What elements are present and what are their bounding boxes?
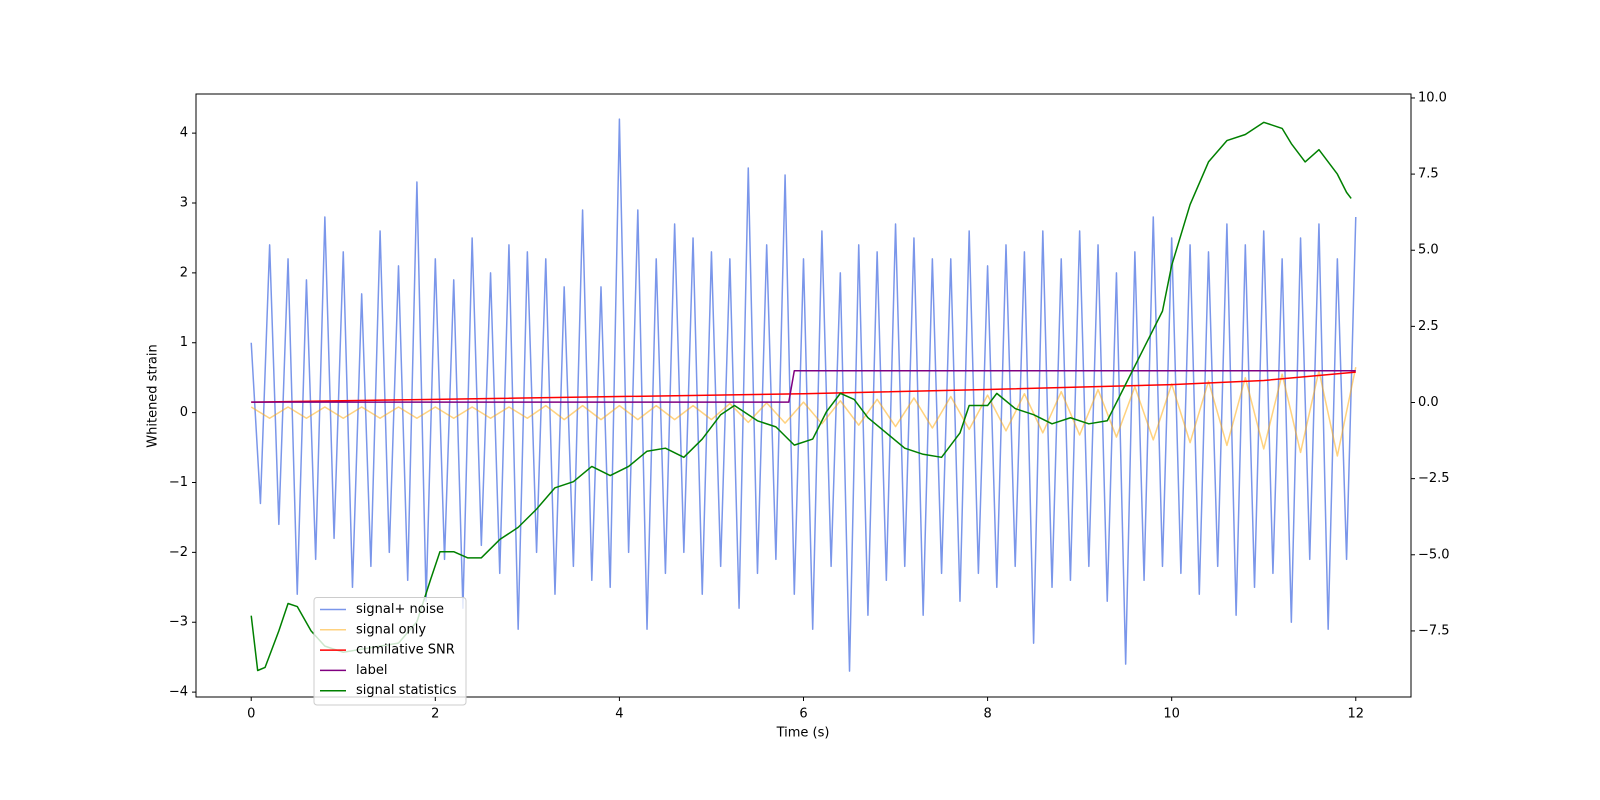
y2-tick-label: 7.5 [1418,167,1439,182]
y-tick-label: 0 [180,405,188,420]
y-tick-label: 2 [180,265,188,280]
y2-tick-label: 2.5 [1418,319,1439,334]
y-tick-label: 3 [180,196,188,211]
series-line [251,371,1356,403]
x-tick-label: 0 [247,707,255,722]
y-tick-label: −4 [169,685,188,700]
x-tick-label: 4 [615,707,623,722]
legend-label: cumilative SNR [356,643,455,658]
y2-tick-label: 0.0 [1418,395,1439,410]
legend-label: signal statistics [356,683,457,698]
series-line [251,369,1356,403]
legend-label: signal+ noise [356,602,444,617]
y-tick-label: 1 [180,335,188,350]
series-line [250,118,1357,672]
y2-tick-label: −5.0 [1418,547,1450,562]
y-tick-label: 4 [180,126,188,141]
plot-area [250,118,1357,672]
y2-tick-label: −7.5 [1418,623,1450,638]
x-tick-label: 10 [1163,707,1180,722]
y-axis-label: Whitened strain [146,344,161,447]
y2-tick-label: −2.5 [1418,471,1450,486]
legend-box [313,597,467,706]
y-tick-label: −3 [169,615,188,630]
x-tick-label: 8 [983,707,991,722]
y2-tick-label: 10.0 [1418,90,1447,105]
legend: signal+ noise signal only cumilative SNR la… [313,597,467,706]
legend-label: label [356,663,387,678]
x-tick-label: 12 [1347,707,1364,722]
legend-label: signal only [356,622,426,637]
y2-tick-label: 5.0 [1418,243,1439,258]
y-tick-label: −2 [169,545,188,560]
y-tick-label: −1 [169,475,188,490]
x-tick-label: 2 [431,707,439,722]
x-axis-label: Time (s) [776,726,830,741]
x-tick-label: 6 [799,707,807,722]
